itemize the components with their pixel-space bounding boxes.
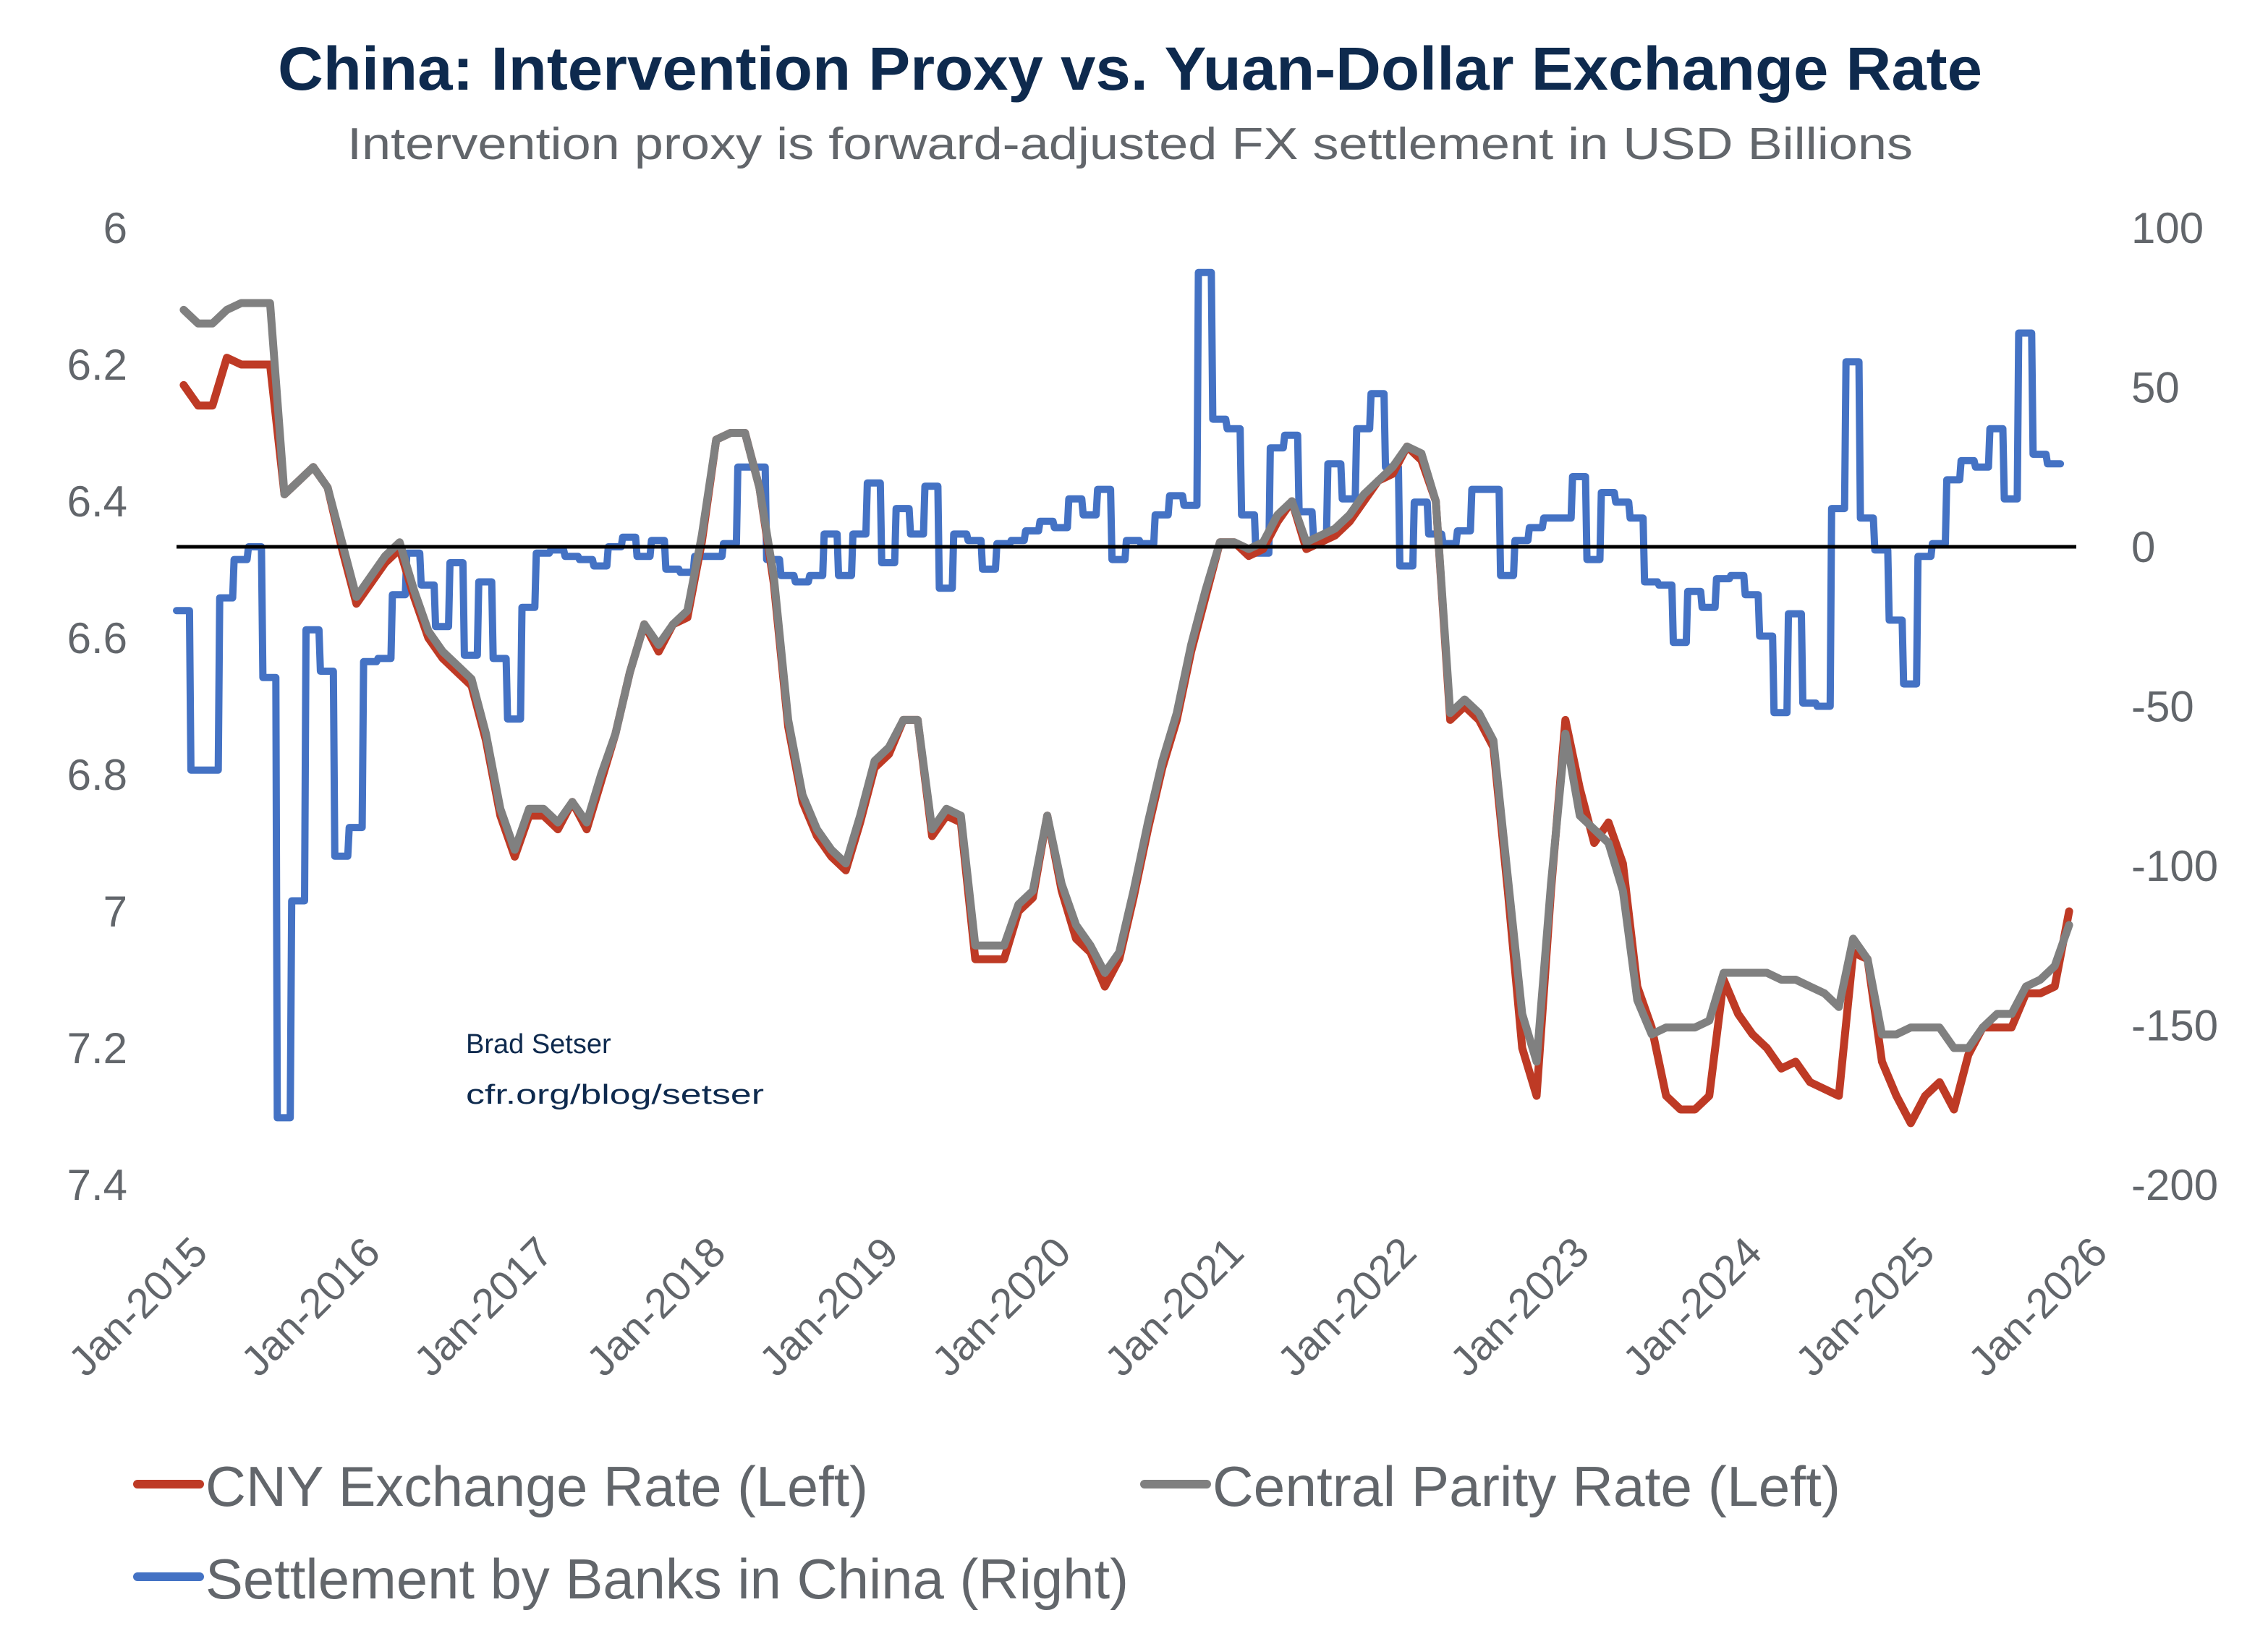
y-left-tick-label: 6.2	[67, 341, 127, 389]
source-annotation: Brad Setser cfr.org/blog/setser	[466, 1029, 764, 1110]
annotation-url: cfr.org/blog/setser	[466, 1080, 764, 1110]
y-left-tick-label: 6.8	[67, 751, 127, 799]
y-right-tick-label: 100	[2131, 204, 2204, 252]
y-left-tick-label: 6.6	[67, 614, 127, 663]
legend-item-cny: CNY Exchange Rate (Left)	[133, 1455, 868, 1518]
y-left-tick-label: 7	[103, 887, 127, 936]
legend-item-central-parity: Central Parity Rate (Left)	[1140, 1455, 1840, 1518]
plot-area	[173, 268, 2076, 1128]
y-right-tick-label: -200	[2131, 1161, 2218, 1209]
chart-title: China: Intervention Proxy vs. Yuan-Dolla…	[278, 35, 1982, 103]
legend-label-cny: CNY Exchange Rate (Left)	[205, 1455, 868, 1518]
legend-item-settlement: Settlement by Banks in China (Right)	[133, 1547, 1129, 1611]
y-left-tick-label: 7.2	[67, 1024, 127, 1073]
y-axis-right: 100 50 0 -50 -100 -150 -200	[2131, 204, 2218, 1209]
y-right-tick-label: 0	[2131, 523, 2155, 571]
y-axis-left: 6 6.2 6.4 6.6 6.8 7 7.2 7.4	[67, 204, 127, 1209]
chart-subtitle: Intervention proxy is forward-adjusted F…	[347, 119, 1913, 169]
legend-label-central-parity: Central Parity Rate (Left)	[1212, 1455, 1840, 1518]
legend-label-settlement: Settlement by Banks in China (Right)	[205, 1547, 1129, 1611]
annotation-author: Brad Setser	[466, 1029, 611, 1060]
y-right-tick-label: -150	[2131, 1002, 2218, 1050]
y-left-tick-label: 6.4	[67, 477, 127, 526]
y-left-tick-label: 6	[103, 204, 127, 252]
legend: CNY Exchange Rate (Left) Central Parity …	[133, 1455, 1840, 1611]
settlement-line	[173, 268, 2065, 1122]
central-parity-rate-line	[179, 299, 2073, 1066]
y-right-tick-label: 50	[2131, 364, 2180, 412]
y-right-tick-label: -100	[2131, 842, 2218, 890]
y-left-tick-label: 7.4	[67, 1161, 127, 1209]
y-right-tick-label: -50	[2131, 683, 2194, 731]
